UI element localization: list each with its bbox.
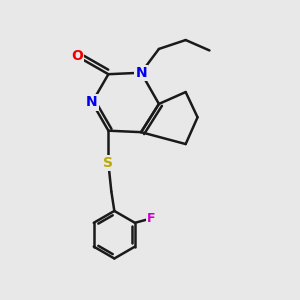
Text: S: S [103,156,113,170]
Text: N: N [86,95,98,110]
Text: O: O [71,50,83,63]
Text: F: F [147,212,155,225]
Text: N: N [135,66,147,80]
